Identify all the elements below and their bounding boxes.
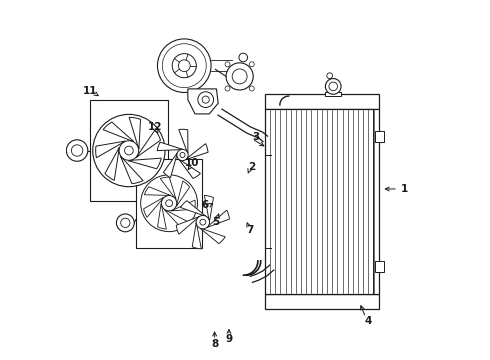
Bar: [265, 294, 379, 309]
Circle shape: [239, 53, 247, 62]
Text: 3: 3: [252, 132, 259, 142]
Circle shape: [225, 86, 230, 91]
Text: 12: 12: [147, 122, 162, 132]
Polygon shape: [186, 144, 208, 159]
Circle shape: [172, 54, 196, 78]
Polygon shape: [157, 142, 183, 150]
Circle shape: [141, 175, 197, 231]
Polygon shape: [144, 197, 164, 217]
Circle shape: [200, 219, 206, 225]
Circle shape: [177, 149, 188, 161]
Polygon shape: [163, 153, 177, 178]
Circle shape: [202, 96, 209, 103]
Circle shape: [157, 39, 211, 93]
Text: 8: 8: [211, 339, 218, 349]
Polygon shape: [96, 141, 125, 158]
Polygon shape: [136, 130, 161, 157]
Bar: [90, 100, 168, 202]
Circle shape: [225, 62, 230, 67]
Circle shape: [161, 195, 177, 211]
Text: 7: 7: [246, 225, 254, 235]
Polygon shape: [188, 89, 218, 114]
Text: 9: 9: [225, 334, 232, 344]
Polygon shape: [128, 158, 161, 169]
Polygon shape: [105, 148, 119, 180]
Text: 5: 5: [212, 217, 220, 227]
Polygon shape: [192, 223, 201, 249]
Polygon shape: [204, 195, 214, 221]
Polygon shape: [172, 200, 195, 211]
Circle shape: [121, 218, 130, 228]
Polygon shape: [176, 181, 190, 206]
Polygon shape: [145, 187, 171, 195]
Polygon shape: [179, 159, 200, 179]
Circle shape: [249, 62, 254, 67]
Circle shape: [329, 82, 338, 91]
Circle shape: [93, 114, 165, 187]
Polygon shape: [180, 201, 206, 216]
Circle shape: [66, 140, 88, 161]
Circle shape: [180, 152, 185, 158]
Circle shape: [72, 145, 83, 156]
Polygon shape: [176, 217, 199, 234]
Text: 11: 11: [82, 86, 97, 96]
Circle shape: [232, 69, 247, 84]
Circle shape: [117, 214, 134, 232]
Polygon shape: [200, 228, 225, 244]
Circle shape: [226, 63, 253, 90]
Polygon shape: [121, 156, 143, 184]
Bar: [375, 261, 384, 272]
Polygon shape: [158, 204, 166, 229]
Polygon shape: [207, 210, 229, 228]
Polygon shape: [179, 129, 188, 153]
Text: 10: 10: [185, 158, 199, 168]
Circle shape: [119, 141, 139, 160]
Text: 6: 6: [201, 200, 209, 210]
Circle shape: [249, 86, 254, 91]
Text: 2: 2: [248, 162, 255, 172]
Circle shape: [325, 78, 341, 94]
Circle shape: [178, 60, 190, 72]
Bar: [325, 93, 341, 96]
Polygon shape: [165, 210, 188, 227]
Bar: [265, 109, 379, 294]
Polygon shape: [129, 117, 141, 149]
Circle shape: [166, 200, 172, 207]
Polygon shape: [103, 122, 134, 142]
Bar: [265, 94, 379, 109]
Text: 4: 4: [365, 316, 372, 326]
Polygon shape: [160, 177, 176, 199]
Text: 1: 1: [400, 184, 408, 194]
Bar: [136, 158, 202, 248]
Bar: [375, 131, 384, 142]
Circle shape: [327, 73, 333, 78]
Circle shape: [198, 92, 214, 108]
Circle shape: [196, 215, 210, 229]
Circle shape: [124, 146, 133, 155]
